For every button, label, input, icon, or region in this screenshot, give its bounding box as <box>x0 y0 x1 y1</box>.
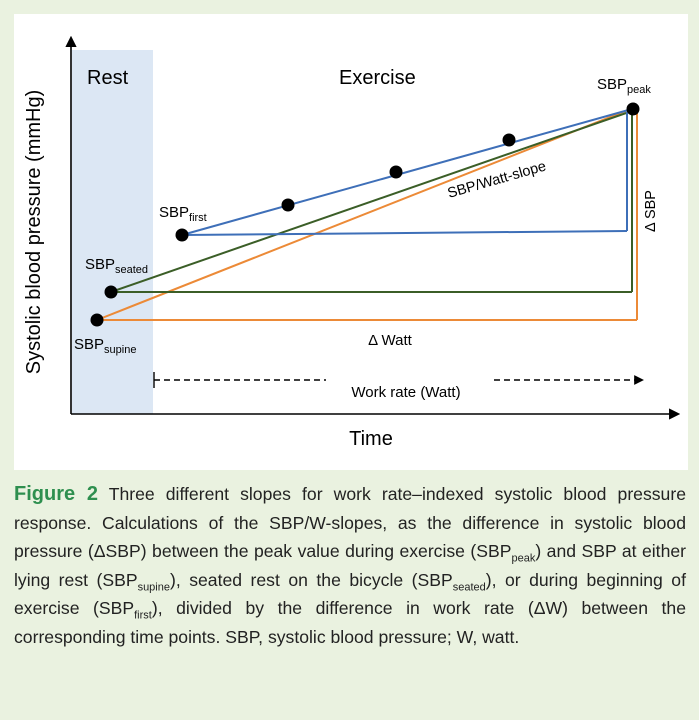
exercise-point-3 <box>502 133 516 147</box>
figure-caption: Figure 2 Three different slopes for work… <box>14 480 686 651</box>
caption-sub-first: first <box>134 609 152 622</box>
caption-figure-label: Figure 2 <box>14 483 98 505</box>
slope-diagram: Systolic blood pressure (mmHg) Time Rest… <box>23 35 681 450</box>
work-rate-label: Work rate (Watt) <box>351 384 460 401</box>
sbp-first-point <box>175 228 189 242</box>
rest-label: Rest <box>87 67 129 89</box>
sbp-seated-label: SBPseated <box>85 256 148 276</box>
seated-slope-line <box>110 110 633 293</box>
caption-text-3: ), seated rest on the bicycle (SBP <box>169 569 453 590</box>
sbp-supine-point <box>90 313 104 327</box>
caption-sub-supine: supine <box>137 581 170 594</box>
sbp-supine-label: SBPsupine <box>74 336 136 356</box>
first-slope-line <box>181 108 633 236</box>
delta-watt-label: Δ Watt <box>368 332 412 349</box>
sbp-peak-label: SBPpeak <box>597 76 651 96</box>
caption-sub-peak: peak <box>511 552 536 565</box>
diagram-area: Systolic blood pressure (mmHg) Time Rest… <box>14 14 688 470</box>
x-axis-label: Time <box>349 428 393 450</box>
caption-text-4: ), or during beginning of exercise (SBP <box>14 569 686 619</box>
caption-text-1: Three different slopes for work rate–ind… <box>14 484 686 561</box>
supine-slope-line <box>96 107 634 321</box>
work-rate-label-bg <box>326 379 490 403</box>
exercise-point-1 <box>281 198 295 212</box>
caption-sub-seated: seated <box>452 581 486 594</box>
exercise-label: Exercise <box>339 67 416 89</box>
sbp-first-label: SBPfirst <box>159 204 207 224</box>
caption-text-5: ), divided by the difference in work rat… <box>14 598 686 647</box>
caption-text-2: ) and SBP at either lying rest (SBP <box>14 541 686 590</box>
slope-label: SBP/Watt-slope <box>446 158 548 201</box>
sbp-seated-point <box>104 285 118 299</box>
sbp-peak-point <box>626 102 640 116</box>
y-axis-label: Systolic blood pressure (mmHg) <box>23 90 45 375</box>
delta-sbp-label: Δ SBP <box>643 190 659 232</box>
first-baseline <box>181 230 628 236</box>
rest-band <box>72 50 153 414</box>
exercise-point-2 <box>389 165 403 179</box>
